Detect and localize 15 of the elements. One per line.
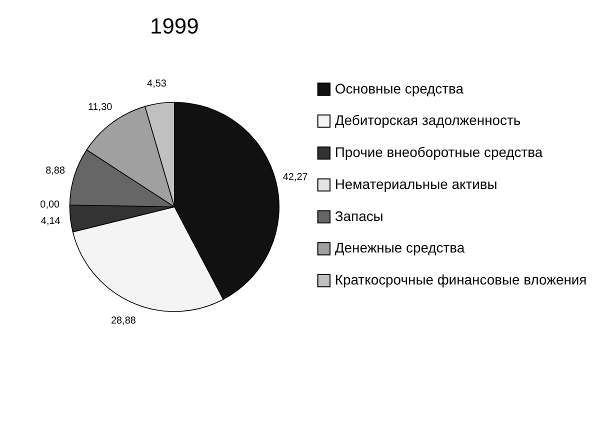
data-label: 11,30 — [88, 102, 113, 113]
legend-label: Прочие внеоборотные средства — [334, 144, 543, 160]
legend-label: Денежные средства — [334, 240, 465, 256]
legend-label: Запасы — [334, 208, 384, 224]
data-label: 4,53 — [147, 78, 167, 90]
chart-title: 1999 — [150, 14, 199, 39]
data-label: 4,14 — [40, 216, 61, 227]
legend-label: Дебиторская задолженность — [334, 112, 521, 128]
legend-label: Краткосрочные финансовые вложения — [334, 272, 587, 288]
legend-label: Нематериальные активы — [334, 176, 498, 192]
data-label: 28,88 — [110, 316, 136, 327]
text: 0,00 — [40, 200, 60, 211]
data-label: 8,88 — [46, 165, 66, 176]
legend-label: Основные средства — [334, 80, 464, 96]
data-label: 42,27 — [282, 172, 308, 183]
